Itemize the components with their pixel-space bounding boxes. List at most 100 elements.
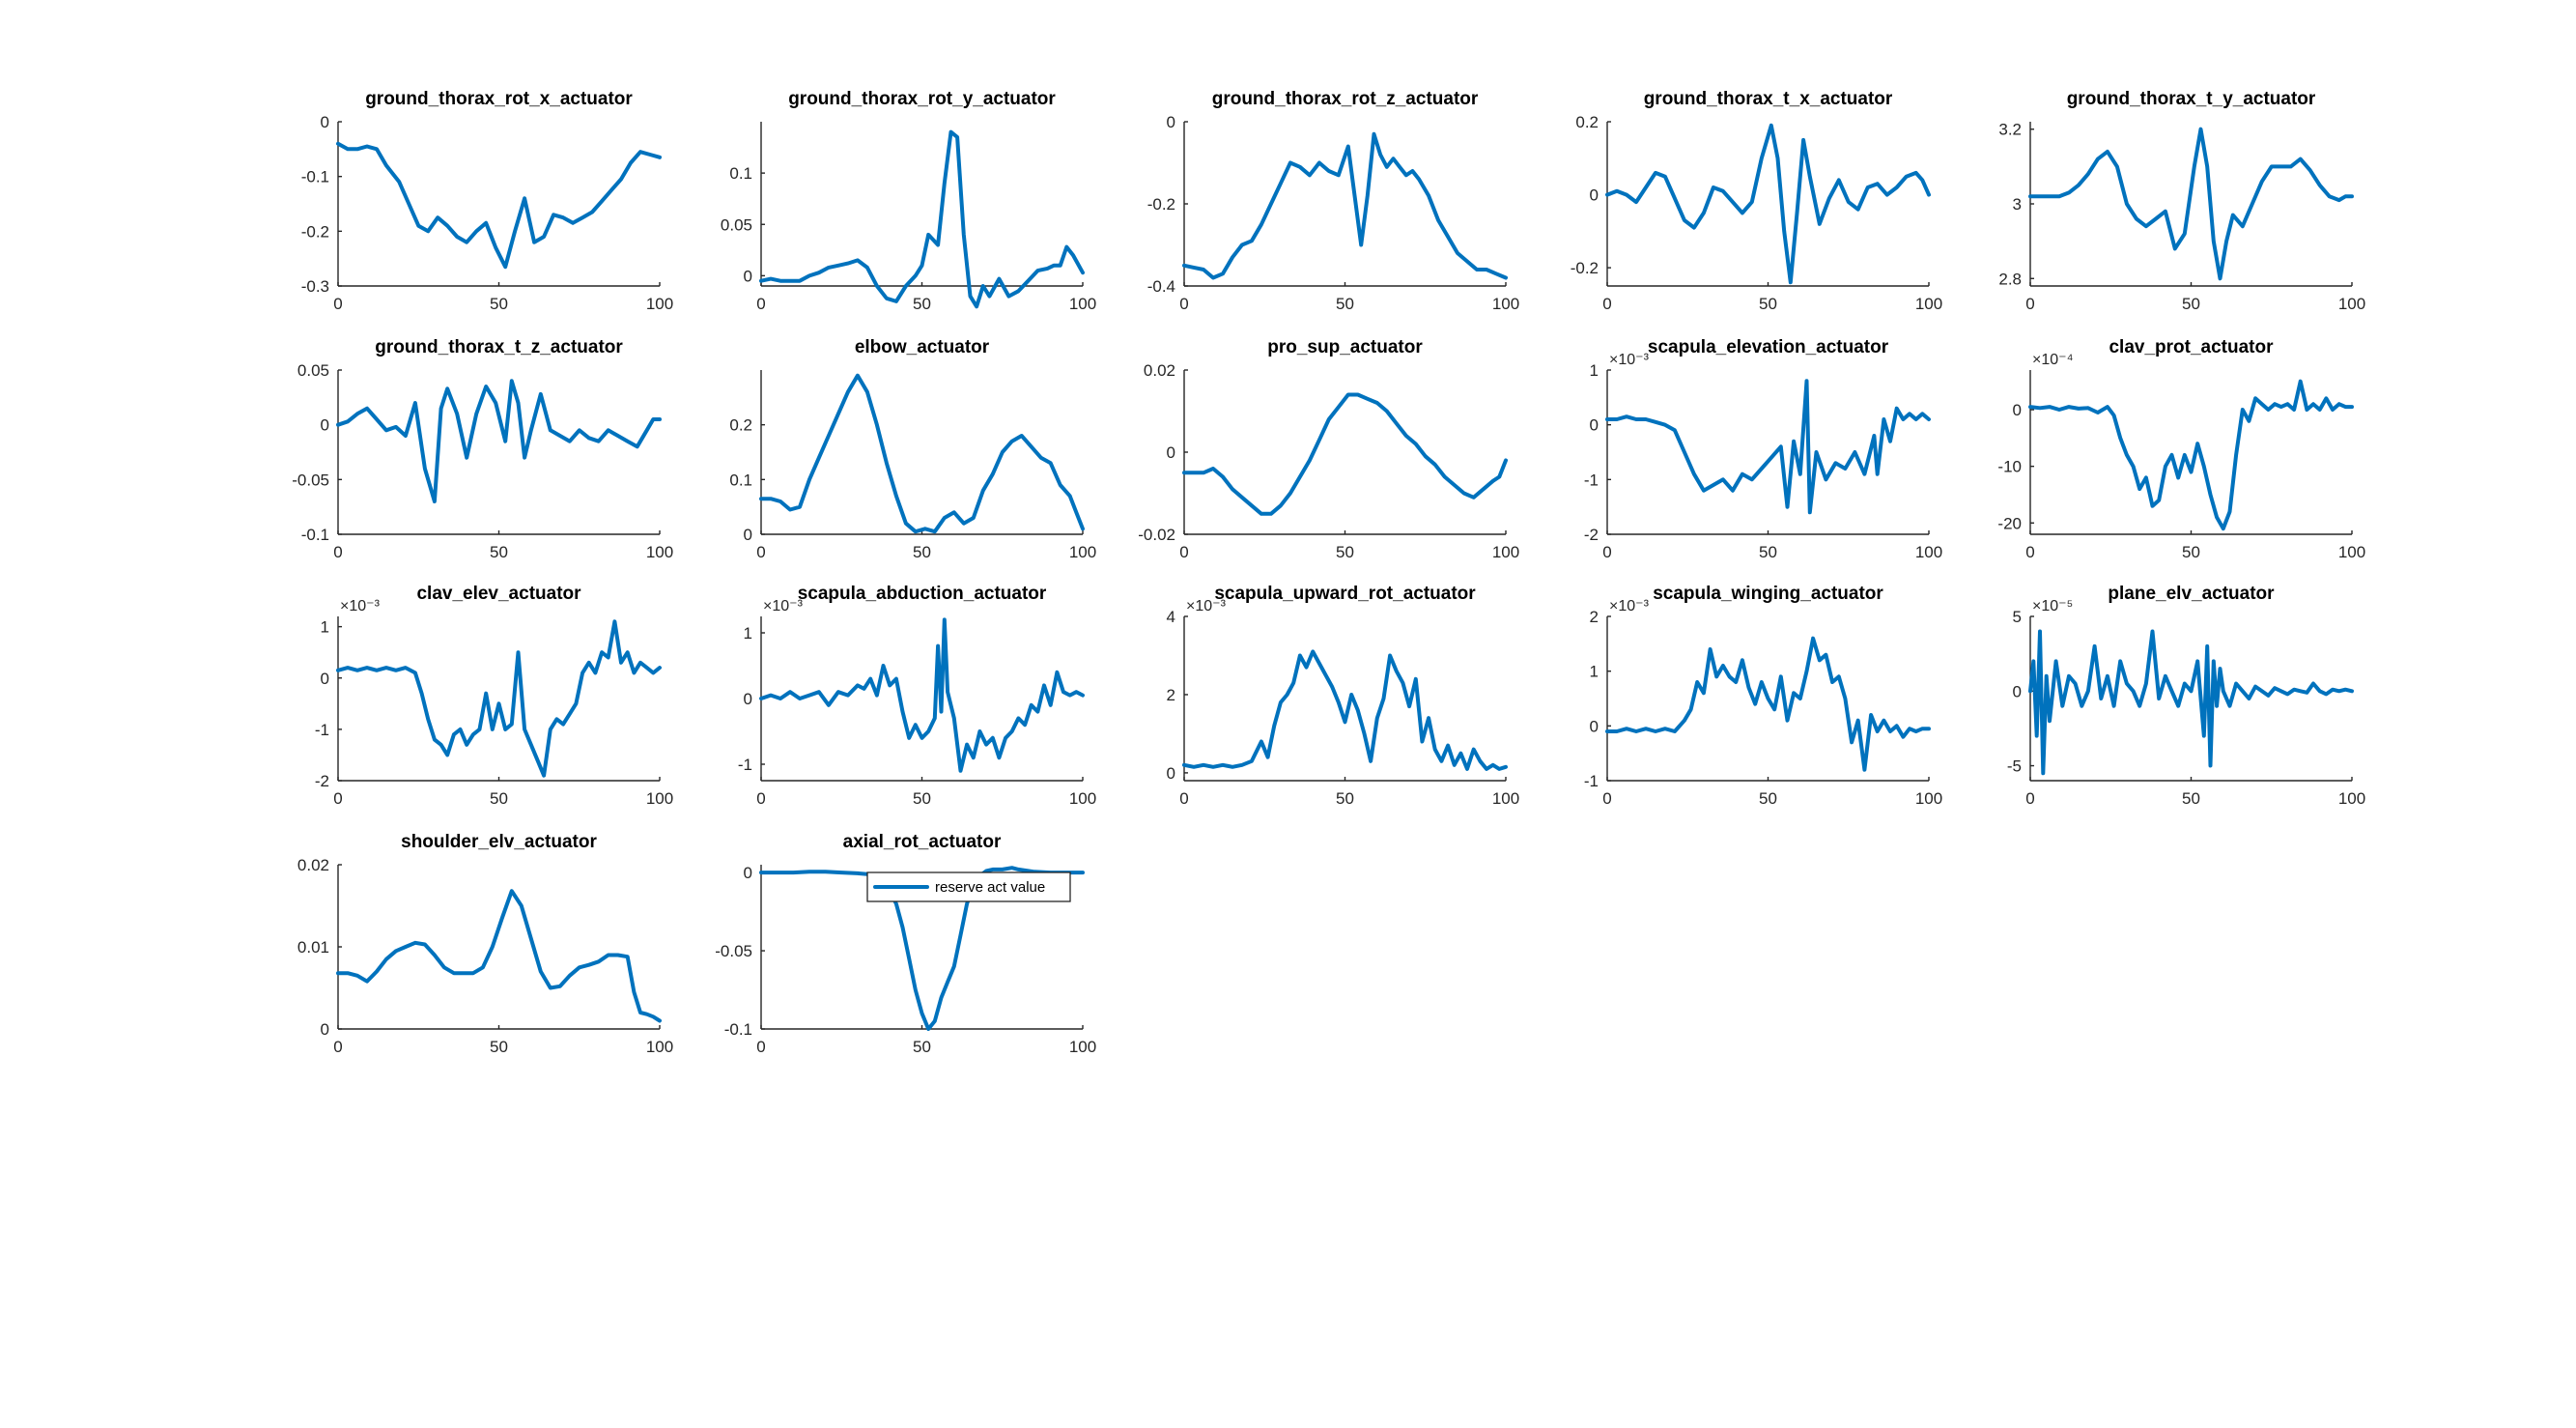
series-line xyxy=(759,129,1085,309)
y-tick-label: 3 xyxy=(2013,195,2022,214)
y-tick-label: 1 xyxy=(744,624,752,643)
x-tick-label: 50 xyxy=(490,789,508,808)
x-tick-label: 50 xyxy=(490,295,508,313)
y-tick-label: 0 xyxy=(744,526,752,544)
x-tick-label: 100 xyxy=(1915,543,1942,561)
series-line xyxy=(759,617,1085,773)
y-tick-label: 0.2 xyxy=(1575,113,1599,131)
x-tick-label: 50 xyxy=(2182,543,2200,561)
y-tick-label: -0.1 xyxy=(301,526,329,544)
y-tick-label: 1 xyxy=(1590,663,1599,681)
y-tick-label: -0.3 xyxy=(301,277,329,296)
x-tick-label: 0 xyxy=(2025,295,2034,313)
y-tick-label: -5 xyxy=(2007,757,2022,776)
y-tick-label: 0 xyxy=(744,690,752,708)
y-tick-label: 0 xyxy=(321,416,329,435)
y-tick-label: 1 xyxy=(321,618,329,637)
y-tick-label: -0.05 xyxy=(292,471,329,489)
y-tick-label: -1 xyxy=(1584,471,1599,489)
x-tick-label: 50 xyxy=(490,1038,508,1056)
y-tick-label: -0.2 xyxy=(1571,259,1599,277)
x-tick-label: 0 xyxy=(333,543,342,561)
series-line xyxy=(1605,123,1931,285)
y-tick-label: 2 xyxy=(1590,608,1599,626)
y-tick-label: 0 xyxy=(744,864,752,882)
x-tick-label: 50 xyxy=(1336,789,1354,808)
y-tick-label: 0 xyxy=(744,267,752,285)
subplot-title: ground_thorax_rot_x_actuator xyxy=(365,89,633,109)
subplot-7: 0 50 100 0 0.1 0.2 elbow_actuator xyxy=(729,337,1096,561)
y-tick-label: -0.02 xyxy=(1138,526,1175,544)
y-tick-label: -0.4 xyxy=(1147,277,1175,296)
subplot-title: pro_sup_actuator xyxy=(1267,337,1423,357)
subplot-title: clav_prot_actuator xyxy=(2109,337,2274,357)
series-line xyxy=(336,619,662,778)
y-tick-label: 0 xyxy=(1590,416,1599,435)
y-tick-label: 0.1 xyxy=(729,471,752,489)
x-tick-label: 50 xyxy=(913,295,931,313)
y-tick-label: -10 xyxy=(1997,458,2022,476)
legend-label: reserve act value xyxy=(935,879,1045,896)
x-tick-label: 50 xyxy=(1336,543,1354,561)
subplot-2: 0 50 100 0 0.05 0.1 ground_thorax_rot_y_actuat… xyxy=(721,89,1096,313)
y-tick-label: 0 xyxy=(321,670,329,688)
x-tick-label: 100 xyxy=(646,1038,673,1056)
y-tick-label: -0.1 xyxy=(301,168,329,186)
x-tick-label: 0 xyxy=(2025,789,2034,808)
y-tick-label: 0.2 xyxy=(729,416,752,435)
y-tick-label: -20 xyxy=(1997,514,2022,532)
subplot-title: ground_thorax_t_y_actuator xyxy=(2067,89,2316,109)
y-tick-label: 1 xyxy=(1590,361,1599,380)
y-tick-label: 0 xyxy=(1167,113,1175,131)
subplot-title: scapula_upward_rot_actuator xyxy=(1214,584,1476,604)
subplot-title: axial_rot_actuator xyxy=(843,832,1002,852)
series-line xyxy=(759,373,1085,534)
axis-multiplier: ×10⁻³ xyxy=(763,598,804,614)
subplot-9: 0 50 100 -2 -1 0 1 ×10⁻³scapula_elevation_actua… xyxy=(1584,337,1942,561)
subplot-10: 0 50 100 -20 -10 0 ×10⁻⁴ clav_prot_actuator xyxy=(1997,337,2365,561)
x-tick-label: 100 xyxy=(646,543,673,561)
x-tick-label: 50 xyxy=(913,1038,931,1056)
x-tick-label: 0 xyxy=(1179,789,1188,808)
x-tick-label: 100 xyxy=(646,789,673,808)
axis-multiplier: ×10⁻⁴ xyxy=(2032,352,2074,368)
series-line xyxy=(336,889,662,1023)
series-line xyxy=(2028,379,2354,531)
x-tick-label: 100 xyxy=(1492,295,1519,313)
y-tick-label: -0.05 xyxy=(715,942,752,960)
x-tick-label: 0 xyxy=(2025,543,2034,561)
y-tick-label: 5 xyxy=(2013,608,2022,626)
y-tick-label: 0 xyxy=(1167,443,1175,462)
y-tick-label: 0.02 xyxy=(297,856,329,874)
y-tick-label: 3.2 xyxy=(1998,121,2022,139)
y-tick-label: 4 xyxy=(1167,608,1175,626)
y-tick-label: 0.1 xyxy=(729,164,752,183)
axis-multiplier: ×10⁻³ xyxy=(1609,598,1650,614)
x-tick-label: 50 xyxy=(1759,789,1777,808)
x-tick-label: 100 xyxy=(646,295,673,313)
x-tick-label: 50 xyxy=(1336,295,1354,313)
subplot-title: ground_thorax_rot_z_actuator xyxy=(1212,89,1479,109)
series-line xyxy=(336,141,662,270)
series-line xyxy=(1182,649,1508,771)
x-tick-label: 0 xyxy=(1602,789,1611,808)
series-line xyxy=(1182,392,1508,516)
subplot-title: clav_elev_actuator xyxy=(416,584,581,604)
x-tick-label: 100 xyxy=(2338,789,2365,808)
x-tick-label: 0 xyxy=(1602,543,1611,561)
x-tick-label: 100 xyxy=(1069,1038,1096,1056)
y-tick-label: 0.01 xyxy=(297,938,329,957)
x-tick-label: 100 xyxy=(1069,789,1096,808)
series-line xyxy=(1182,131,1508,280)
y-tick-label: -1 xyxy=(315,721,329,739)
subplot-3: 0 50 100 -0.4 -0.2 0 ground_thorax_rot_z_actua… xyxy=(1147,89,1519,313)
y-tick-label: -1 xyxy=(738,756,752,774)
series-line xyxy=(2028,629,2354,776)
subplot-5: 0 50 100 2.8 3 3.2 ground_thorax_t_y_actuator xyxy=(1998,89,2365,313)
x-tick-label: 0 xyxy=(756,1038,765,1056)
series-line xyxy=(2028,127,2354,281)
subplot-11: 0 50 100 -2 -1 0 1 ×10⁻³ clav_elev_actuator xyxy=(315,584,673,808)
subplot-16: 0 50 100 0 0.01 0.02 shoulder_elv_actuator xyxy=(297,832,673,1056)
subplot-title: ground_thorax_t_z_actuator xyxy=(375,337,623,357)
y-tick-label: 0 xyxy=(1590,186,1599,205)
